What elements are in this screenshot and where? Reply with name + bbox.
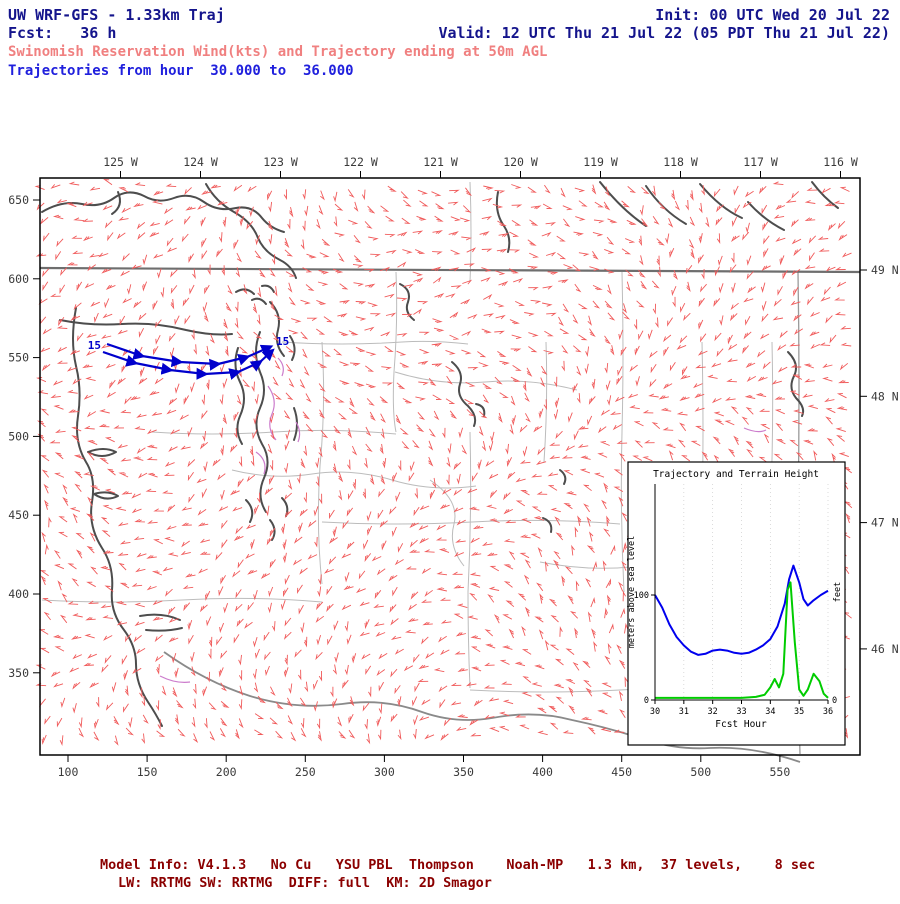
- top-axis-label: 117 W: [743, 155, 778, 169]
- coastlines: [41, 181, 844, 727]
- bottom-axis-label: 350: [453, 765, 474, 779]
- top-axis-label: 120 W: [503, 155, 538, 169]
- right-axis-label: 49 N: [871, 263, 899, 277]
- left-axis-label: 600: [8, 272, 29, 286]
- inset-xlabel: Fcst Hour: [715, 719, 767, 730]
- border-49n: [39, 266, 861, 274]
- left-axis-label: 650: [8, 193, 29, 207]
- inset-x-tick: 36: [823, 707, 833, 717]
- bottom-axis-label: 450: [611, 765, 632, 779]
- product-title: Swinomish Reservation Wind(kts) and Traj…: [8, 44, 548, 60]
- bottom-axis-label: 400: [532, 765, 553, 779]
- trajectory-wind-label-start: 15: [88, 339, 101, 352]
- bottom-axis-label: 250: [295, 765, 316, 779]
- inset-y-tick-left: 100: [634, 591, 649, 601]
- left-axis-label: 400: [8, 587, 29, 601]
- trajectory-range: Trajectories from hour 30.000 to 36.000: [8, 63, 354, 79]
- bottom-axis-label: 550: [770, 765, 791, 779]
- inset-x-tick: 32: [708, 707, 718, 717]
- bottom-axis-label: 150: [137, 765, 158, 779]
- left-axis-label: 550: [8, 351, 29, 365]
- valid-time: Valid: 12 UTC Thu 21 Jul 22 (05 PDT Thu …: [438, 24, 890, 42]
- inset-x-tick: 31: [679, 707, 689, 717]
- wind-barb-field: [34, 178, 853, 746]
- right-axis-label: 46 N: [871, 642, 899, 656]
- left-axis-label: 350: [8, 666, 29, 680]
- left-axis-label: 500: [8, 429, 29, 443]
- inset-y-tick-left: 0: [644, 696, 649, 706]
- trajectory-path-2: [106, 342, 274, 371]
- inset-x-tick: 35: [794, 707, 804, 717]
- model-title: UW WRF-GFS - 1.33km Traj: [8, 6, 225, 24]
- right-axis-label: 47 N: [871, 516, 899, 530]
- inset-chart: Trajectory and Terrain Height 30 31 32 33 34…: [627, 461, 846, 746]
- state-border-columbia: [163, 651, 801, 763]
- left-axis-label: 450: [8, 508, 29, 522]
- inset-x-tick: 30: [650, 707, 660, 717]
- bottom-axis-label: 200: [216, 765, 237, 779]
- inset-ylabel-left: meters above sea level: [627, 536, 637, 649]
- inset-x-tick: 34: [765, 707, 775, 717]
- bottom-axis-label: 300: [374, 765, 395, 779]
- top-axis-label: 123 W: [263, 155, 298, 169]
- inset-y-tick-right: 0: [832, 696, 837, 706]
- map-axes: 125 W 124 W 123 W 122 W 121 W 120 W 119 W 118 W…: [8, 155, 899, 779]
- trajectory-wind-label-end: 15: [276, 335, 289, 348]
- map-frame: [39, 177, 861, 756]
- right-axis-label: 48 N: [871, 389, 899, 403]
- model-info-line-1: Model Info: V4.1.3 No Cu YSU PBL Thompso…: [100, 857, 816, 873]
- inset-title: Trajectory and Terrain Height: [653, 469, 819, 480]
- top-axis-label: 121 W: [423, 155, 458, 169]
- fcst-hour: Fcst: 36 h: [8, 24, 117, 42]
- series-terrain-height: [655, 581, 829, 699]
- top-axis-label: 116 W: [823, 155, 858, 169]
- top-axis-label: 118 W: [663, 155, 698, 169]
- top-axis-label: 119 W: [583, 155, 618, 169]
- init-time: Init: 00 UTC Wed 20 Jul 22: [655, 6, 890, 24]
- top-axis-label: 125 W: [103, 155, 138, 169]
- inset-ylabel-right: feet: [833, 582, 843, 602]
- bottom-axis-label: 100: [58, 765, 79, 779]
- header-row-1: UW WRF-GFS - 1.33km Traj Init: 00 UTC We…: [8, 6, 890, 24]
- top-axis-label: 122 W: [343, 155, 378, 169]
- model-info-line-2: LW: RRTMG SW: RRTMG DIFF: full KM: 2D Sm…: [118, 875, 492, 891]
- trajectory: 15 15: [88, 335, 289, 380]
- series-trajectory-height: [654, 564, 829, 656]
- bottom-axis-label: 500: [690, 765, 711, 779]
- header-row-2: Fcst: 36 h Valid: 12 UTC Thu 21 Jul 22 (…: [8, 24, 890, 42]
- top-axis-label: 124 W: [183, 155, 218, 169]
- inset-x-tick: 33: [736, 707, 746, 717]
